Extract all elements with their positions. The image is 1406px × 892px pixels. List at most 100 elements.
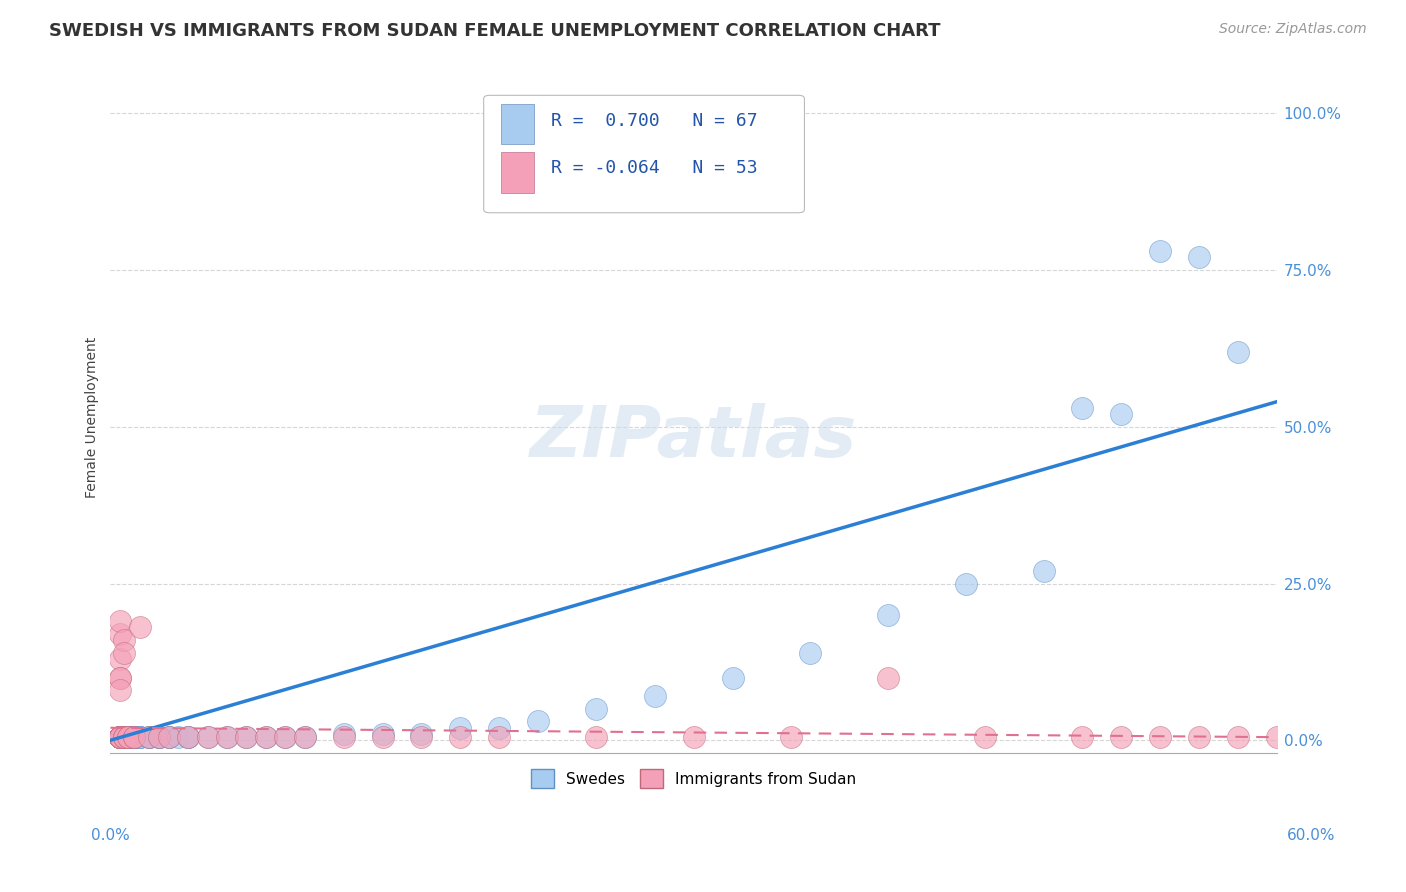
Point — [128, 730, 150, 744]
Point — [112, 730, 135, 744]
Point — [112, 730, 135, 744]
Point — [1188, 730, 1211, 744]
Point — [108, 730, 131, 744]
Point — [108, 730, 131, 744]
Point — [254, 730, 277, 744]
Point — [167, 730, 190, 744]
Point — [411, 727, 433, 741]
Point — [128, 730, 150, 744]
Legend: Swedes, Immigrants from Sudan: Swedes, Immigrants from Sudan — [523, 762, 865, 796]
Point — [955, 576, 977, 591]
Point — [799, 646, 821, 660]
Point — [644, 690, 666, 704]
Point — [215, 730, 238, 744]
Point — [488, 721, 510, 735]
Point — [108, 730, 131, 744]
Point — [117, 730, 139, 744]
Point — [138, 730, 160, 744]
Point — [108, 730, 131, 744]
Point — [117, 730, 139, 744]
Point — [332, 727, 354, 741]
Point — [371, 730, 394, 744]
Point — [108, 730, 131, 744]
Point — [112, 730, 135, 744]
Point — [117, 730, 139, 744]
Point — [177, 730, 200, 744]
Point — [108, 730, 131, 744]
Point — [294, 730, 316, 744]
Point — [108, 730, 131, 744]
Point — [122, 730, 145, 744]
Text: ZIPatlas: ZIPatlas — [530, 403, 858, 472]
Point — [1149, 730, 1171, 744]
Point — [108, 730, 131, 744]
Point — [112, 632, 135, 647]
Point — [779, 730, 801, 744]
Point — [108, 626, 131, 640]
Text: 60.0%: 60.0% — [1288, 828, 1336, 843]
Point — [122, 730, 145, 744]
Point — [138, 730, 160, 744]
Point — [1111, 730, 1133, 744]
Point — [411, 730, 433, 744]
Point — [177, 730, 200, 744]
Point — [1188, 251, 1211, 265]
Point — [117, 730, 139, 744]
Point — [108, 730, 131, 744]
Text: R = -0.064   N = 53: R = -0.064 N = 53 — [551, 159, 758, 177]
Point — [138, 730, 160, 744]
Point — [1071, 730, 1094, 744]
Point — [1111, 407, 1133, 421]
Point — [585, 702, 607, 716]
Point — [294, 730, 316, 744]
Point — [585, 730, 607, 744]
Point — [138, 730, 160, 744]
Point — [112, 730, 135, 744]
Point — [117, 730, 139, 744]
Point — [974, 730, 997, 744]
Point — [148, 730, 170, 744]
Point — [108, 671, 131, 685]
Point — [177, 730, 200, 744]
Point — [877, 607, 900, 622]
Point — [108, 730, 131, 744]
Point — [157, 730, 180, 744]
Point — [157, 730, 180, 744]
Point — [108, 730, 131, 744]
Point — [112, 730, 135, 744]
Point — [128, 730, 150, 744]
Text: R =  0.700   N = 67: R = 0.700 N = 67 — [551, 112, 758, 130]
Point — [112, 730, 135, 744]
Point — [108, 652, 131, 666]
Point — [682, 730, 704, 744]
Point — [148, 730, 170, 744]
Point — [371, 727, 394, 741]
Point — [148, 730, 170, 744]
Point — [112, 730, 135, 744]
Point — [332, 730, 354, 744]
Point — [449, 721, 471, 735]
Point — [108, 730, 131, 744]
Point — [274, 730, 297, 744]
Point — [1226, 344, 1249, 359]
Point — [108, 730, 131, 744]
Point — [1265, 730, 1288, 744]
Point — [108, 671, 131, 685]
Point — [108, 730, 131, 744]
Point — [112, 730, 135, 744]
Y-axis label: Female Unemployment: Female Unemployment — [86, 337, 100, 498]
Point — [157, 730, 180, 744]
Point — [148, 730, 170, 744]
Point — [122, 730, 145, 744]
Point — [108, 730, 131, 744]
Point — [108, 730, 131, 744]
Point — [122, 730, 145, 744]
Text: SWEDISH VS IMMIGRANTS FROM SUDAN FEMALE UNEMPLOYMENT CORRELATION CHART: SWEDISH VS IMMIGRANTS FROM SUDAN FEMALE … — [49, 22, 941, 40]
FancyBboxPatch shape — [501, 153, 534, 193]
Point — [108, 730, 131, 744]
FancyBboxPatch shape — [501, 104, 534, 145]
Point — [877, 671, 900, 685]
Point — [215, 730, 238, 744]
Point — [122, 730, 145, 744]
Point — [254, 730, 277, 744]
